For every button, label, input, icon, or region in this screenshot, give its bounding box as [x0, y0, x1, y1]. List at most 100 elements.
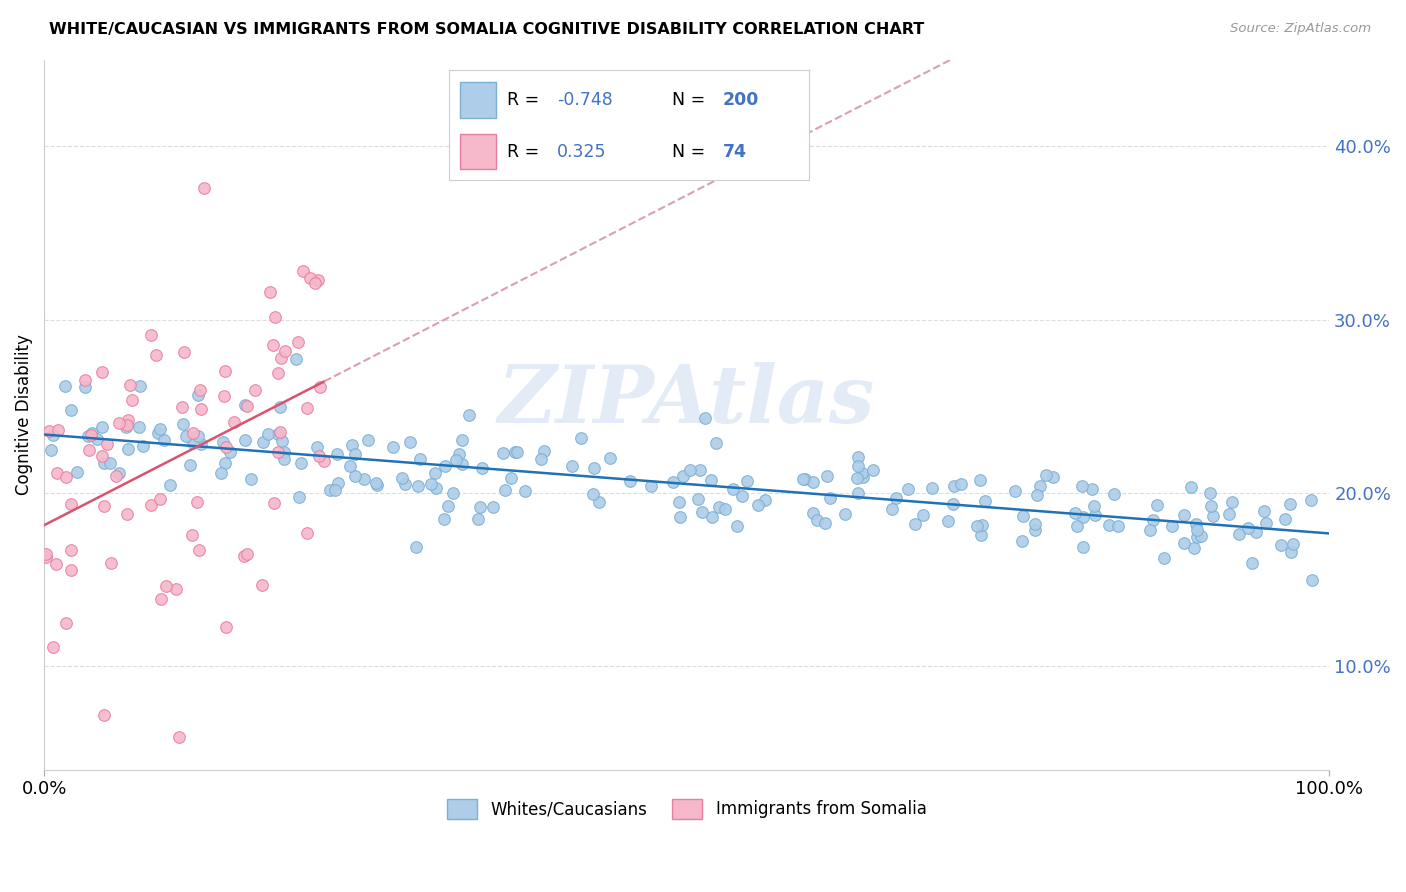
Point [446, 453, 468, 467]
Point [1274, 512, 1296, 526]
Point [803, 506, 825, 520]
Point [274, 344, 297, 359]
Point [46, 423, 69, 437]
Point [721, 482, 744, 496]
Point [1253, 504, 1275, 518]
Point [187, 429, 209, 443]
Point [93, 708, 115, 723]
Point [735, 474, 758, 488]
Point [233, 398, 256, 412]
Point [139, 327, 162, 342]
Point [834, 507, 856, 521]
Point [582, 487, 605, 501]
Point [66, 465, 89, 479]
Point [267, 427, 290, 442]
Point [270, 434, 292, 448]
Point [686, 491, 709, 506]
Point [55, 615, 77, 630]
Point [114, 420, 136, 434]
Point [80, 427, 103, 442]
Point [882, 502, 904, 516]
Point [172, 417, 194, 432]
Point [93, 456, 115, 470]
Point [679, 463, 702, 477]
Point [1153, 550, 1175, 565]
Point [391, 471, 413, 485]
Point [1185, 530, 1208, 544]
Point [179, 458, 201, 473]
Point [451, 457, 474, 471]
Point [730, 489, 752, 503]
Point [467, 512, 489, 526]
Point [259, 285, 281, 300]
Point [181, 436, 204, 450]
Point [1202, 508, 1225, 523]
Point [219, 444, 242, 458]
Point [38, 425, 60, 439]
Point [449, 447, 471, 461]
Point [39, 442, 62, 457]
Point [149, 492, 172, 507]
Point [599, 451, 621, 466]
Point [1025, 488, 1047, 502]
Point [689, 463, 711, 477]
Point [1029, 478, 1052, 492]
Point [851, 466, 873, 480]
Point [188, 383, 211, 397]
Point [118, 378, 141, 392]
Point [1189, 529, 1212, 543]
Point [86, 432, 108, 446]
Point [193, 181, 215, 195]
Point [235, 399, 257, 413]
Point [792, 472, 814, 486]
Point [921, 482, 943, 496]
Point [640, 479, 662, 493]
Point [1244, 525, 1267, 540]
Point [405, 541, 427, 555]
Point [215, 620, 238, 634]
Point [904, 516, 927, 531]
Point [80, 425, 103, 440]
Point [1102, 486, 1125, 500]
Point [806, 513, 828, 527]
Point [794, 472, 817, 486]
Point [42, 640, 65, 655]
Point [970, 517, 993, 532]
Point [267, 366, 290, 380]
Point [588, 494, 610, 508]
Point [269, 400, 291, 414]
Point [419, 476, 441, 491]
Point [357, 433, 380, 447]
Point [149, 422, 172, 436]
Point [1279, 545, 1302, 559]
Point [117, 412, 139, 426]
Point [60, 498, 83, 512]
Point [73, 373, 96, 387]
Point [897, 482, 920, 496]
Point [668, 494, 690, 508]
Point [1070, 479, 1092, 493]
Point [468, 500, 491, 514]
Point [295, 401, 318, 415]
Point [35, 548, 58, 562]
Point [560, 458, 582, 473]
Point [814, 516, 837, 531]
Point [441, 486, 464, 500]
Point [1301, 573, 1323, 587]
Point [149, 592, 172, 607]
Point [104, 469, 127, 483]
Point [399, 435, 422, 450]
Point [408, 479, 430, 493]
Point [494, 483, 516, 498]
Point [943, 479, 966, 493]
Point [340, 438, 363, 452]
Point [79, 442, 101, 457]
Point [60, 542, 83, 557]
Point [515, 483, 537, 498]
Point [172, 401, 194, 415]
Point [73, 379, 96, 393]
Point [852, 470, 875, 484]
Point [1185, 523, 1208, 537]
Point [433, 458, 456, 473]
Point [394, 477, 416, 491]
